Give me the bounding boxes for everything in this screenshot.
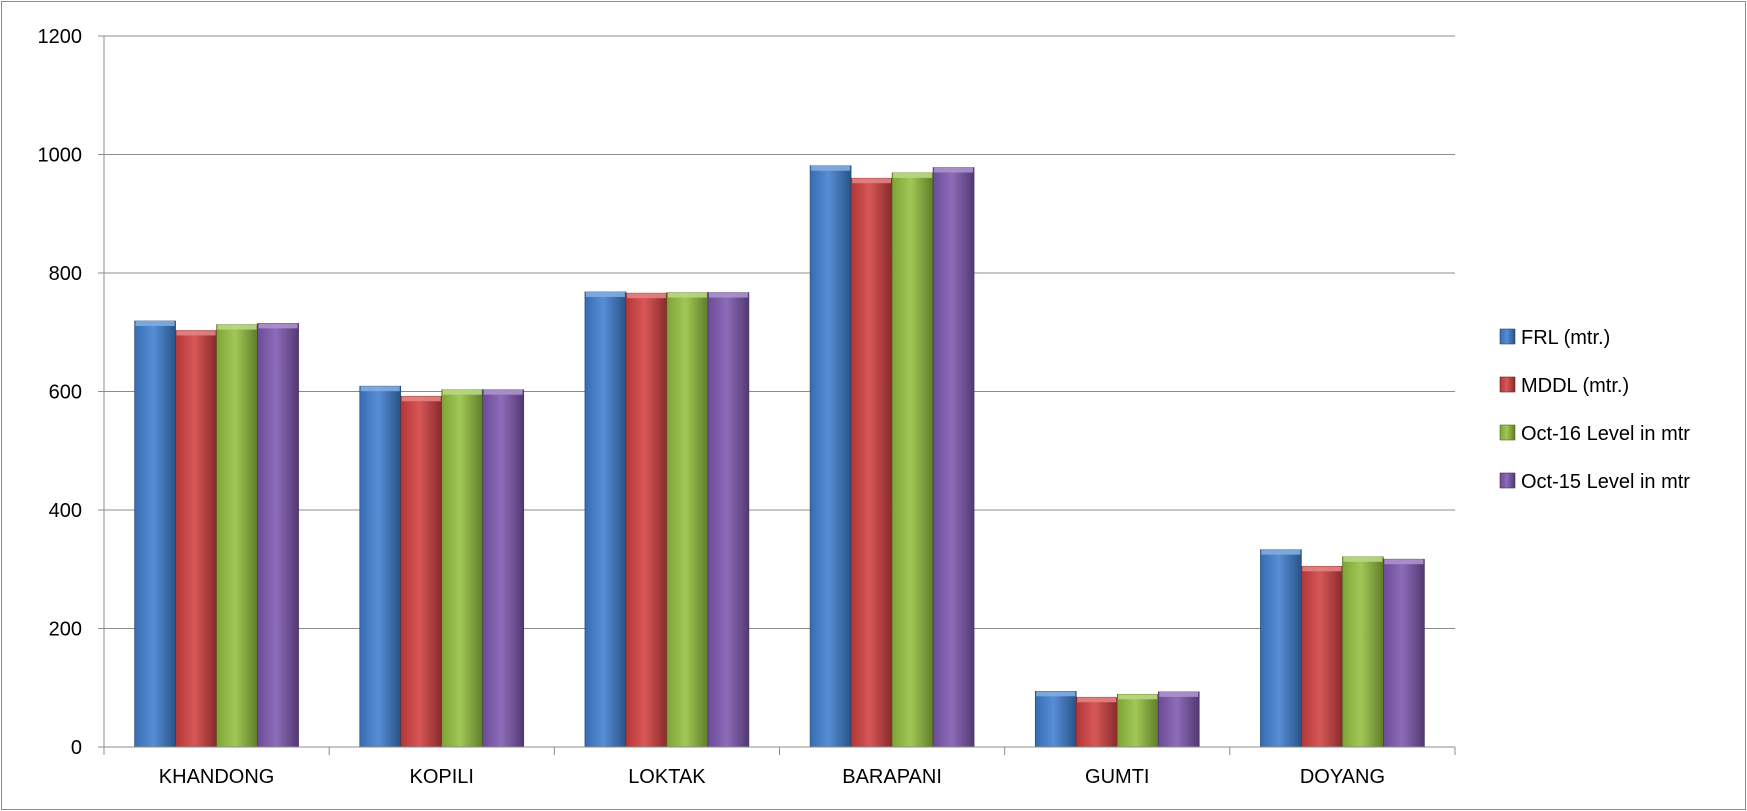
bar-loktak-series-3 xyxy=(666,292,709,748)
bar-top-highlight xyxy=(708,292,748,298)
bar-top-highlight xyxy=(1077,697,1117,703)
bar-top-highlight xyxy=(258,323,298,329)
y-tick-label: 200 xyxy=(49,619,82,641)
bar-gumti-series-2 xyxy=(1075,696,1118,748)
bar-kopili-series-4 xyxy=(482,389,525,748)
bar-doyang-series-1 xyxy=(1260,549,1302,748)
bar-top-highlight xyxy=(360,386,400,392)
x-tick-label: KOPILI xyxy=(410,766,474,788)
bar-top-highlight xyxy=(626,293,666,299)
bar-gumti-series-1 xyxy=(1034,691,1077,748)
bar-kopili-series-1 xyxy=(359,385,402,748)
legend-label: MDDL (mtr.) xyxy=(1521,375,1629,397)
bar-top-highlight xyxy=(176,330,216,336)
bar-top-highlight xyxy=(852,178,892,184)
bar-loktak-series-4 xyxy=(707,292,750,748)
bar-top-highlight xyxy=(1159,691,1199,697)
bar-doyang-series-2 xyxy=(1301,565,1343,748)
bar-top-highlight xyxy=(442,389,482,395)
bar-doyang-series-3 xyxy=(1342,556,1384,748)
bar-loktak-series-1 xyxy=(584,291,627,748)
bar-barapani-series-1 xyxy=(809,165,852,748)
gridlines xyxy=(104,35,1455,629)
bar-top-highlight xyxy=(1036,691,1076,697)
bar-barapani-series-2 xyxy=(850,177,893,748)
bars xyxy=(134,165,1425,748)
bar-loktak-series-2 xyxy=(625,292,668,748)
bar-top-highlight xyxy=(667,292,707,298)
bar-khandong-series-4 xyxy=(257,323,299,748)
bar-top-highlight xyxy=(217,324,257,330)
x-tick-label: BARAPANI xyxy=(842,766,942,788)
y-tick-label: 400 xyxy=(49,500,82,522)
legend-swatch xyxy=(1499,328,1516,345)
bar-kopili-series-3 xyxy=(441,389,484,748)
y-tick-label: 1000 xyxy=(38,145,83,167)
legend-label: FRL (mtr.) xyxy=(1521,327,1610,349)
x-tick-label: LOKTAK xyxy=(628,766,706,788)
bar-doyang-series-4 xyxy=(1383,558,1425,748)
y-tick-label: 1200 xyxy=(38,26,83,48)
bar-top-highlight xyxy=(1261,549,1301,555)
bar-kopili-series-2 xyxy=(400,395,443,748)
x-tick-label: GUMTI xyxy=(1085,766,1149,788)
bar-gumti-series-4 xyxy=(1157,691,1200,748)
bar-barapani-series-4 xyxy=(932,167,975,748)
legend-label: Oct-16 Level in mtr xyxy=(1521,423,1690,445)
legend-swatch xyxy=(1499,376,1516,393)
x-tick-label: KHANDONG xyxy=(159,766,275,788)
bar-khandong-series-2 xyxy=(175,330,217,748)
legend-label: Oct-15 Level in mtr xyxy=(1521,471,1690,493)
y-tick-label: 0 xyxy=(71,737,82,759)
bar-khandong-series-3 xyxy=(216,324,258,748)
x-tick-label: DOYANG xyxy=(1300,766,1385,788)
bar-top-highlight xyxy=(135,320,175,326)
bar-top-highlight xyxy=(483,389,523,395)
bar-top-highlight xyxy=(1343,556,1383,562)
legend-swatch xyxy=(1499,472,1516,489)
bar-top-highlight xyxy=(1118,694,1158,700)
bar-top-highlight xyxy=(585,291,625,297)
bar-top-highlight xyxy=(1302,566,1342,572)
y-tick-label: 600 xyxy=(49,382,82,404)
axes: 0 200 400 600 800 1000 1200 KHANDONG KOPILI LOKTA… xyxy=(38,26,1456,788)
bar-top-highlight xyxy=(401,396,441,402)
bar-top-highlight xyxy=(811,165,851,171)
bar-top-highlight xyxy=(893,172,933,178)
legend: FRL (mtr.) MDDL (mtr.) Oct-16 Level in mtr… xyxy=(1499,327,1690,493)
bar-top-highlight xyxy=(1384,559,1424,565)
y-tick-label: 800 xyxy=(49,263,82,285)
legend-swatch xyxy=(1499,424,1516,441)
bar-top-highlight xyxy=(934,167,974,173)
bar-barapani-series-3 xyxy=(891,172,934,748)
bar-khandong-series-1 xyxy=(134,320,176,748)
bar-gumti-series-3 xyxy=(1116,693,1159,748)
